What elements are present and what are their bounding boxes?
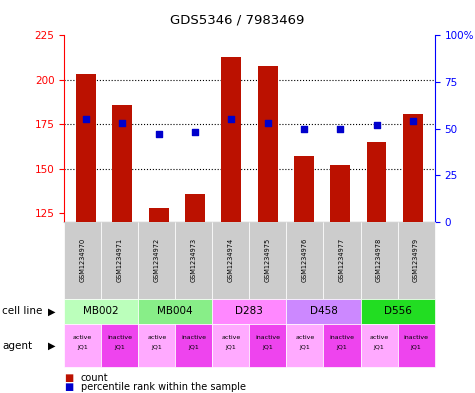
- Text: inactive: inactive: [256, 335, 280, 340]
- Text: GSM1234971: GSM1234971: [117, 238, 123, 283]
- Text: JQ1: JQ1: [374, 345, 384, 350]
- Text: active: active: [147, 335, 166, 340]
- Text: GSM1234973: GSM1234973: [191, 238, 197, 283]
- Text: GSM1234974: GSM1234974: [228, 238, 234, 283]
- Text: active: active: [295, 335, 314, 340]
- Bar: [185, 194, 205, 222]
- Text: inactive: inactive: [404, 335, 428, 340]
- Text: GSM1234977: GSM1234977: [339, 238, 345, 283]
- Point: [118, 120, 126, 126]
- Text: active: active: [73, 335, 92, 340]
- Point: [228, 116, 235, 123]
- Text: GSM1234979: GSM1234979: [413, 238, 419, 283]
- Text: JQ1: JQ1: [77, 345, 88, 350]
- Text: ▶: ▶: [48, 341, 55, 351]
- Point: [82, 116, 90, 123]
- Bar: [221, 57, 241, 222]
- Text: active: active: [221, 335, 240, 340]
- Text: inactive: inactive: [107, 335, 132, 340]
- Text: JQ1: JQ1: [300, 345, 310, 350]
- Text: ■: ■: [64, 373, 73, 383]
- Text: percentile rank within the sample: percentile rank within the sample: [81, 382, 246, 392]
- Point: [191, 129, 199, 136]
- Point: [409, 118, 417, 124]
- Bar: [330, 165, 350, 222]
- Text: JQ1: JQ1: [411, 345, 421, 350]
- Bar: [367, 142, 387, 222]
- Text: JQ1: JQ1: [152, 345, 162, 350]
- Text: ■: ■: [64, 382, 73, 392]
- Text: D556: D556: [384, 307, 411, 316]
- Text: count: count: [81, 373, 108, 383]
- Text: JQ1: JQ1: [337, 345, 347, 350]
- Text: D458: D458: [310, 307, 337, 316]
- Text: MB004: MB004: [158, 307, 193, 316]
- Bar: [149, 208, 169, 222]
- Text: inactive: inactive: [330, 335, 354, 340]
- Text: GSM1234975: GSM1234975: [265, 238, 271, 283]
- Text: JQ1: JQ1: [114, 345, 125, 350]
- Text: inactive: inactive: [181, 335, 206, 340]
- Point: [264, 120, 271, 126]
- Text: GSM1234976: GSM1234976: [302, 238, 308, 283]
- Bar: [76, 75, 96, 222]
- Bar: [112, 105, 132, 222]
- Text: JQ1: JQ1: [189, 345, 199, 350]
- Text: MB002: MB002: [84, 307, 119, 316]
- Text: D283: D283: [236, 307, 263, 316]
- Bar: [257, 66, 277, 222]
- Text: GDS5346 / 7983469: GDS5346 / 7983469: [171, 14, 304, 27]
- Text: active: active: [370, 335, 389, 340]
- Text: agent: agent: [2, 341, 32, 351]
- Point: [155, 131, 162, 138]
- Bar: [403, 114, 423, 222]
- Text: GSM1234970: GSM1234970: [80, 238, 86, 283]
- Text: GSM1234972: GSM1234972: [154, 238, 160, 283]
- Point: [336, 125, 344, 132]
- Text: JQ1: JQ1: [263, 345, 273, 350]
- Text: cell line: cell line: [2, 307, 43, 316]
- Bar: [294, 156, 314, 222]
- Text: ▶: ▶: [48, 307, 55, 316]
- Text: JQ1: JQ1: [226, 345, 236, 350]
- Text: GSM1234978: GSM1234978: [376, 238, 382, 283]
- Point: [300, 125, 308, 132]
- Point: [373, 122, 380, 128]
